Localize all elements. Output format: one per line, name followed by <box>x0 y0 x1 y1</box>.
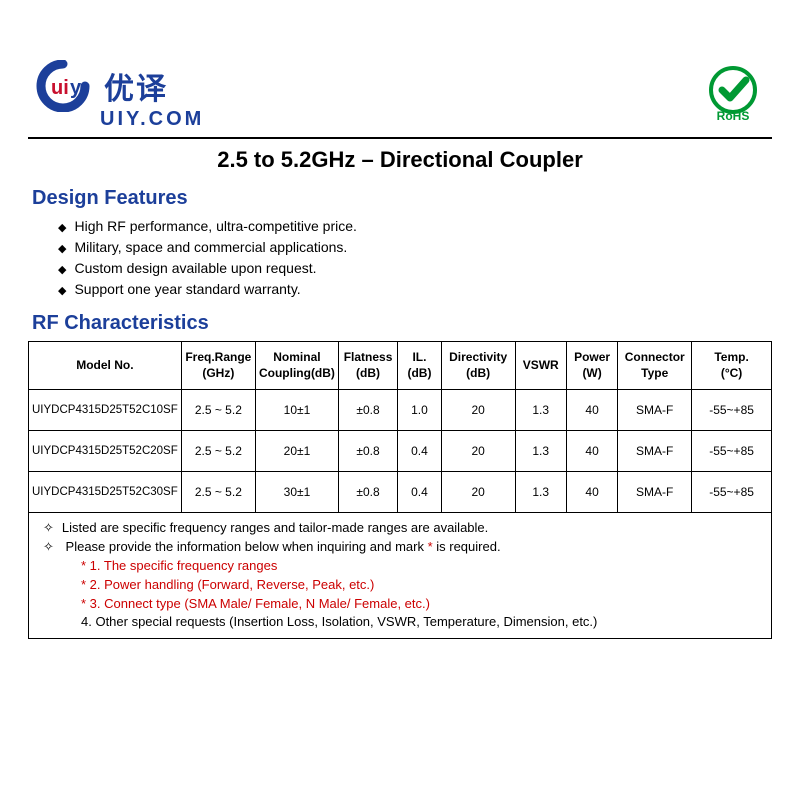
header-divider <box>28 137 772 139</box>
note-required: * 2. Power handling (Forward, Reverse, P… <box>81 576 763 595</box>
brand-logo: ui y 优译 UIY.COM <box>28 60 204 131</box>
table-cell: 20 <box>441 472 515 513</box>
datasheet-page: ui y 优译 UIY.COM RoHS 2.5 to 5.2GHz – Dir… <box>0 0 800 659</box>
svg-text:ui: ui <box>51 77 69 99</box>
page-title: 2.5 to 5.2GHz – Directional Coupler <box>28 147 772 173</box>
spec-header-row: Model No.Freq.Range(GHz)NominalCoupling(… <box>29 342 772 390</box>
rf-characteristics-heading: RF Characteristics <box>32 312 772 335</box>
brand-domain: UIY.COM <box>100 108 204 131</box>
feature-item: Custom design available upon request. <box>58 258 772 279</box>
spec-col-header: Freq.Range(GHz) <box>181 342 255 390</box>
table-cell: -55~+85 <box>692 472 772 513</box>
table-cell: 2.5 ~ 5.2 <box>181 431 255 472</box>
spec-col-header: Flatness(dB) <box>338 342 397 390</box>
design-features-heading: Design Features <box>32 187 772 210</box>
rohs-badge: RoHS <box>704 64 762 127</box>
spec-body: UIYDCP4315D25T52C10SF2.5 ~ 5.210±1±0.81.… <box>29 390 772 513</box>
table-cell: UIYDCP4315D25T52C20SF <box>29 431 182 472</box>
table-cell: SMA-F <box>618 431 692 472</box>
spec-col-header: Directivity(dB) <box>441 342 515 390</box>
table-cell: 0.4 <box>398 431 442 472</box>
table-cell: 40 <box>566 390 617 431</box>
spec-col-header: Temp.(°C) <box>692 342 772 390</box>
notes-cell: Listed are specific frequency ranges and… <box>29 513 772 639</box>
spec-col-header: IL.(dB) <box>398 342 442 390</box>
feature-item: High RF performance, ultra-competitive p… <box>58 216 772 237</box>
features-list: High RF performance, ultra-competitive p… <box>58 216 772 300</box>
feature-item: Support one year standard warranty. <box>58 279 772 300</box>
spec-col-header: Model No. <box>29 342 182 390</box>
table-cell: 40 <box>566 431 617 472</box>
spec-col-header: NominalCoupling(dB) <box>255 342 338 390</box>
note-required: * 1. The specific frequency ranges <box>81 557 763 576</box>
table-cell: 1.3 <box>515 431 566 472</box>
table-row: UIYDCP4315D25T52C20SF2.5 ~ 5.220±1±0.80.… <box>29 431 772 472</box>
table-cell: ±0.8 <box>338 472 397 513</box>
brand-chinese: 优译 <box>104 64 168 108</box>
table-cell: 40 <box>566 472 617 513</box>
table-cell: 10±1 <box>255 390 338 431</box>
spec-table: Model No.Freq.Range(GHz)NominalCoupling(… <box>28 341 772 639</box>
table-cell: 2.5 ~ 5.2 <box>181 390 255 431</box>
spec-col-header: ConnectorType <box>618 342 692 390</box>
uiy-logo-icon: ui y <box>28 60 98 112</box>
table-cell: UIYDCP4315D25T52C10SF <box>29 390 182 431</box>
table-cell: ±0.8 <box>338 390 397 431</box>
table-cell: SMA-F <box>618 472 692 513</box>
table-cell: 1.3 <box>515 390 566 431</box>
note-line: Listed are specific frequency ranges and… <box>37 519 763 538</box>
table-cell: 30±1 <box>255 472 338 513</box>
spec-col-header: Power(W) <box>566 342 617 390</box>
header-row: ui y 优译 UIY.COM RoHS <box>28 60 772 131</box>
rohs-label: RoHS <box>717 109 750 122</box>
table-cell: 20 <box>441 431 515 472</box>
table-cell: UIYDCP4315D25T52C30SF <box>29 472 182 513</box>
table-row: UIYDCP4315D25T52C10SF2.5 ~ 5.210±1±0.81.… <box>29 390 772 431</box>
note-line: Please provide the information below whe… <box>37 538 763 557</box>
table-cell: -55~+85 <box>692 431 772 472</box>
feature-item: Military, space and commercial applicati… <box>58 237 772 258</box>
svg-text:y: y <box>70 77 82 99</box>
table-cell: 20±1 <box>255 431 338 472</box>
table-cell: SMA-F <box>618 390 692 431</box>
table-cell: 0.4 <box>398 472 442 513</box>
table-row: UIYDCP4315D25T52C30SF2.5 ~ 5.230±1±0.80.… <box>29 472 772 513</box>
table-cell: ±0.8 <box>338 431 397 472</box>
table-cell: -55~+85 <box>692 390 772 431</box>
notes-row: Listed are specific frequency ranges and… <box>29 513 772 639</box>
note-optional: 4. Other special requests (Insertion Los… <box>81 613 763 632</box>
table-cell: 1.0 <box>398 390 442 431</box>
spec-col-header: VSWR <box>515 342 566 390</box>
table-cell: 1.3 <box>515 472 566 513</box>
rohs-icon: RoHS <box>704 64 762 122</box>
table-cell: 2.5 ~ 5.2 <box>181 472 255 513</box>
table-cell: 20 <box>441 390 515 431</box>
note-required: * 3. Connect type (SMA Male/ Female, N M… <box>81 595 763 614</box>
